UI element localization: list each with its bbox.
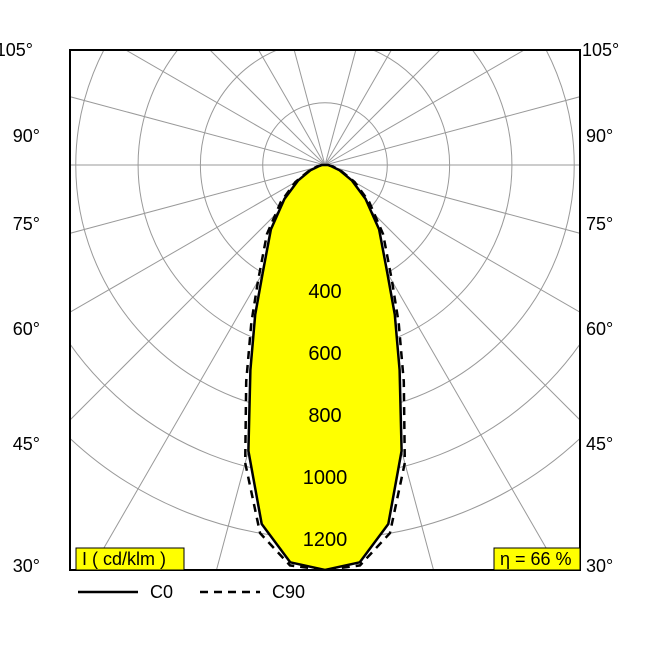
legend: C0 C90 (78, 582, 305, 602)
polar-chart-container: 40060080010001200 I ( cd/klm ) η = 66 % … (0, 0, 650, 650)
grid-spoke (196, 0, 325, 165)
angle-label-right: 60° (586, 319, 613, 339)
angle-label-right: 30° (586, 556, 613, 576)
efficiency-label: η = 66 % (500, 549, 572, 569)
angle-label-left: 105° (0, 40, 33, 60)
ring-label: 1000 (303, 467, 348, 489)
angle-label-right: 90° (586, 126, 613, 146)
angle-label-right: 45° (586, 434, 613, 454)
unit-label: I ( cd/klm ) (82, 549, 166, 569)
grid-spoke (0, 36, 325, 165)
curve-group (245, 165, 405, 570)
grid-spoke (75, 0, 325, 165)
legend-c90-label: C90 (272, 582, 305, 602)
angle-label-left: 75° (13, 214, 40, 234)
angle-label-left: 30° (13, 556, 40, 576)
ring-label: 400 (308, 281, 341, 303)
angle-label-left: 45° (13, 434, 40, 454)
legend-c0-label: C0 (150, 582, 173, 602)
grid-spoke (325, 0, 575, 165)
angle-label-right: 75° (586, 214, 613, 234)
grid-spoke (0, 0, 325, 165)
angle-label-right: 105° (582, 40, 619, 60)
ring-label: 800 (308, 405, 341, 427)
ring-label: 1200 (303, 529, 348, 551)
polar-chart-svg: 40060080010001200 I ( cd/klm ) η = 66 % … (0, 0, 650, 650)
angle-label-left: 60° (13, 319, 40, 339)
ring-label: 600 (308, 343, 341, 365)
angle-label-left: 90° (13, 126, 40, 146)
grid-spoke (325, 0, 454, 165)
grid-spoke (0, 0, 325, 165)
